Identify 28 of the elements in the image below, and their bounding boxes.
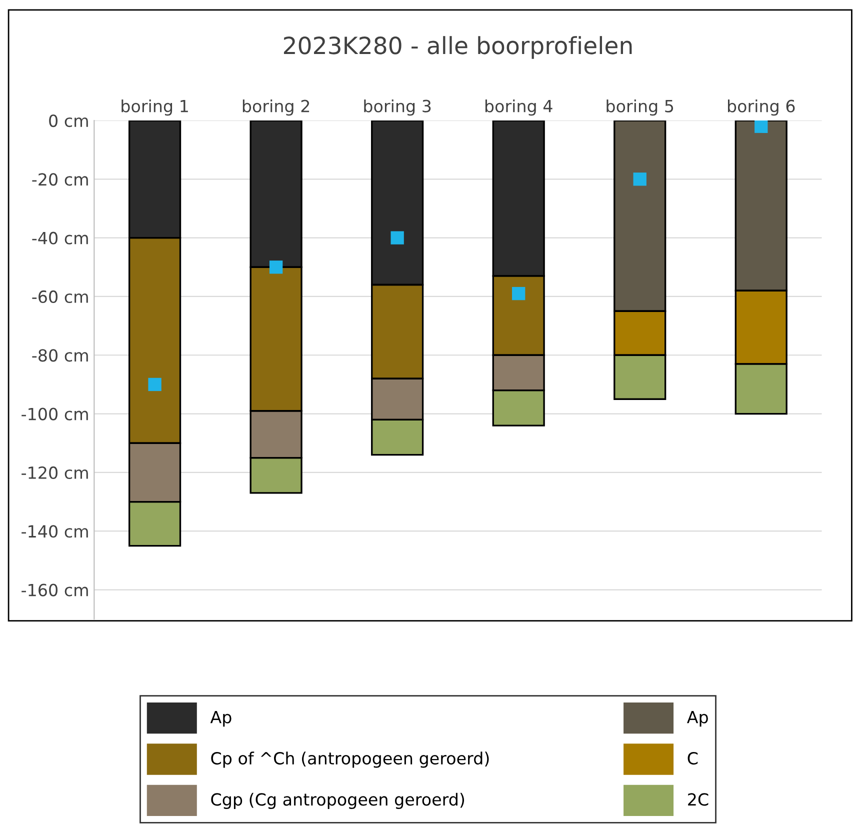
point — [754, 120, 768, 133]
y-tick-label: -120 cm — [22, 466, 88, 480]
legend-label: Ap — [210, 711, 232, 727]
y-tick-label: -80 cm — [32, 349, 88, 362]
y-tick-label: -140 cm — [22, 525, 88, 538]
point — [269, 260, 283, 274]
y-tick-label: -20 cm — [32, 173, 88, 186]
point — [390, 231, 404, 244]
x-tick-label: boring 5 — [606, 100, 674, 116]
y-tick-label: -40 cm — [32, 232, 88, 244]
y-tick-label: 0 cm — [49, 114, 88, 128]
x-tick-label: boring 4 — [485, 100, 552, 116]
legend-label: C — [688, 752, 698, 765]
y-tick-label: -60 cm — [32, 290, 88, 304]
y-tick-label: -160 cm — [22, 584, 88, 596]
legend-label: Cgp (Cg antropogeen geroerd) — [211, 792, 464, 809]
legend-label: Ap — [686, 711, 708, 727]
point — [633, 172, 646, 186]
point — [148, 378, 162, 392]
legend-label: Cp of ^Ch (antropogeen geroerd) — [211, 752, 489, 768]
chart-title: 2023K280 - alle boorprofielen — [284, 36, 632, 59]
legend-label: 2C — [688, 793, 708, 806]
y-tick-label: -100 cm — [22, 408, 88, 420]
x-tick-label: boring 2 — [242, 100, 310, 116]
x-tick-label: boring 3 — [364, 100, 431, 116]
point — [512, 286, 526, 300]
x-tick-label: boring 1 — [122, 100, 188, 116]
x-tick-label: boring 6 — [728, 100, 795, 116]
